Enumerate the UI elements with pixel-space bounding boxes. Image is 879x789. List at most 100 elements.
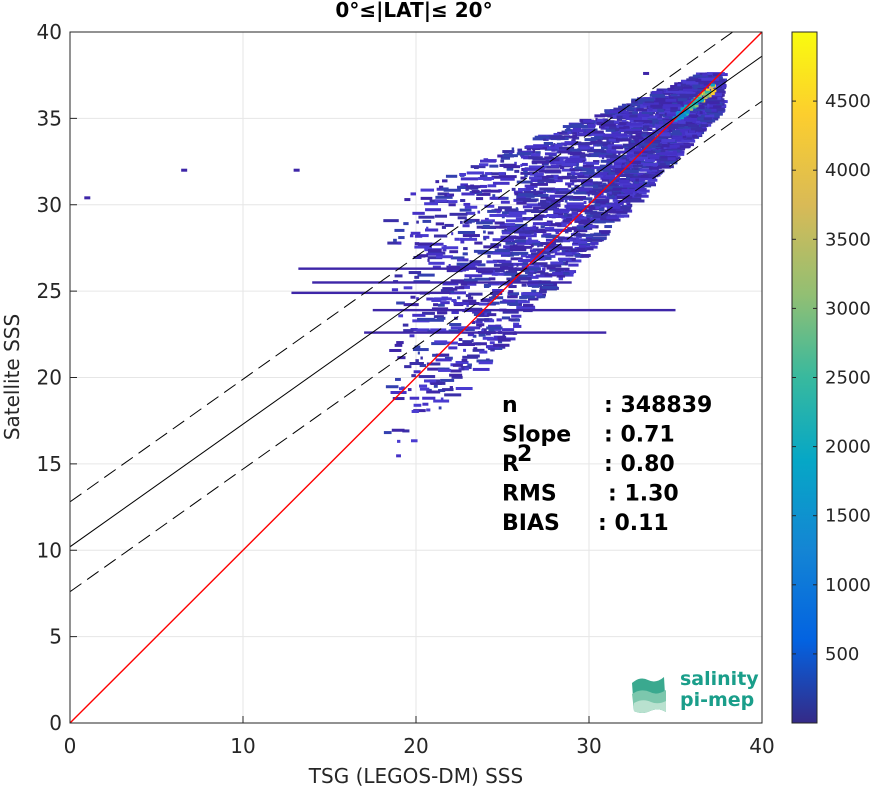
density-cell — [642, 115, 658, 119]
density-cell — [449, 291, 466, 295]
density-cell — [642, 183, 657, 187]
density-cell — [579, 171, 595, 175]
density-cell — [587, 217, 590, 221]
density-cell — [435, 353, 450, 357]
density-cell — [391, 288, 399, 292]
density-streak — [291, 291, 451, 295]
density-cell — [478, 333, 486, 337]
density-cell — [606, 205, 621, 209]
density-cell — [578, 187, 593, 191]
density-cell — [412, 211, 425, 215]
density-cell — [580, 146, 589, 150]
y-tick-label: 25 — [37, 279, 62, 303]
density-cell — [526, 147, 532, 151]
density-cell — [500, 177, 515, 181]
density-cell — [544, 273, 557, 277]
density-cell — [396, 341, 404, 345]
density-cell — [688, 124, 698, 128]
density-cell — [445, 174, 458, 178]
density-cell — [402, 323, 409, 327]
density-cell — [558, 150, 573, 154]
density-cell — [661, 139, 676, 143]
density-cell — [511, 147, 515, 151]
density-cell — [520, 171, 537, 175]
density-cell — [513, 322, 520, 326]
density-cell — [530, 182, 549, 186]
density-cell — [643, 120, 653, 124]
density-cell — [524, 209, 539, 213]
density-cell — [619, 122, 631, 126]
density-cell — [561, 246, 573, 250]
density-cell — [554, 208, 570, 212]
density-cell — [657, 165, 670, 169]
density-cell — [501, 328, 515, 332]
density-cell — [635, 113, 650, 117]
density-cell — [498, 172, 505, 176]
density-cell — [590, 241, 599, 245]
density-cell — [529, 249, 537, 253]
density-cell — [532, 248, 543, 252]
density-cell — [522, 205, 533, 209]
density-cell — [670, 109, 683, 113]
density-cell — [704, 114, 711, 118]
density-cell — [649, 93, 664, 97]
density-cell — [460, 183, 468, 187]
density-cell — [610, 183, 618, 187]
density-cell — [489, 213, 507, 217]
density-cell — [426, 226, 429, 230]
density-cell — [450, 279, 465, 283]
density-cell — [526, 203, 543, 207]
density-cell — [459, 264, 476, 268]
density-cell — [561, 215, 577, 219]
density-cell — [685, 91, 694, 95]
density-cell — [437, 311, 448, 315]
density-cell — [633, 180, 639, 184]
density-cell — [494, 221, 505, 225]
density-cell — [617, 194, 635, 198]
density-cell — [422, 311, 435, 315]
density-cell — [539, 295, 546, 299]
density-cell — [568, 257, 573, 261]
density-cell — [594, 225, 599, 229]
density-cell — [619, 129, 635, 133]
density-cell — [637, 162, 645, 166]
density-cell — [584, 247, 588, 251]
density-cell — [648, 108, 653, 112]
density-cell — [428, 261, 445, 265]
density-cell — [569, 179, 581, 183]
density-cell — [467, 363, 472, 367]
density-cell — [565, 213, 573, 217]
density-cell — [487, 313, 497, 317]
density-cell — [682, 88, 701, 92]
density-cell — [451, 298, 457, 302]
density-cell — [492, 181, 510, 185]
density-cell — [692, 74, 709, 78]
density-cell — [670, 106, 682, 110]
density-cell — [490, 348, 495, 352]
density-cell — [499, 163, 517, 167]
density-cell — [601, 156, 605, 160]
density-cell — [581, 254, 589, 258]
density-core-cell — [703, 95, 708, 99]
stats-box: n: 348839 Slope: 0.71 R2: 0.80 RMS: 1.30 BIA… — [502, 393, 712, 536]
density-cell — [667, 157, 676, 161]
density-cell — [417, 317, 435, 321]
density-cell — [491, 272, 505, 276]
density-cell — [691, 114, 699, 118]
density-cell — [602, 176, 620, 180]
density-cell — [613, 162, 622, 166]
density-cell — [621, 119, 627, 123]
density-cell — [393, 238, 397, 242]
density-cell — [659, 162, 666, 166]
density-cell — [622, 164, 635, 168]
density-cell — [502, 333, 506, 337]
density-cell — [712, 73, 722, 77]
density-cell — [448, 329, 462, 333]
stat-value: : 348839 — [604, 393, 712, 418]
density-cell — [463, 348, 467, 352]
density-cell — [697, 111, 703, 115]
density-cell — [483, 284, 490, 288]
density-cell — [497, 338, 511, 342]
density-cell — [566, 147, 572, 151]
density-cell — [480, 219, 493, 223]
